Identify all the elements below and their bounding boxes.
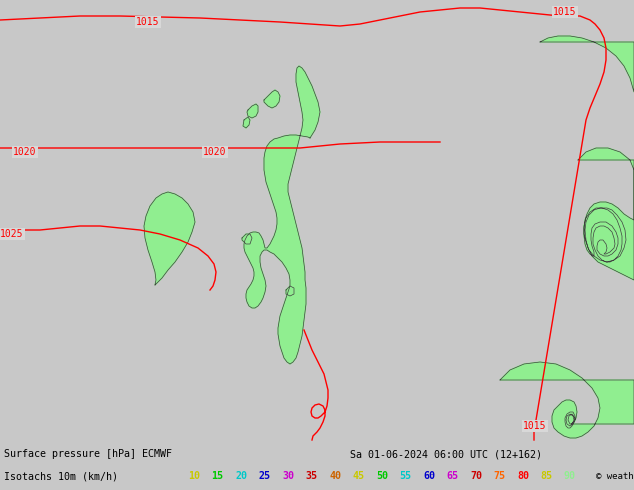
Text: 1020: 1020 [204, 147, 227, 157]
Text: 60: 60 [423, 471, 435, 481]
Text: Surface pressure [hPa] ECMWF: Surface pressure [hPa] ECMWF [4, 449, 172, 459]
Polygon shape [244, 66, 320, 364]
Text: 75: 75 [493, 471, 505, 481]
Polygon shape [500, 362, 634, 438]
Text: 45: 45 [353, 471, 365, 481]
Polygon shape [243, 117, 250, 128]
Text: 25: 25 [259, 471, 271, 481]
Polygon shape [264, 90, 280, 108]
Text: 1020: 1020 [13, 147, 37, 157]
Text: © weatheronline.co.uk: © weatheronline.co.uk [596, 471, 634, 481]
Polygon shape [144, 192, 195, 285]
Text: 20: 20 [235, 471, 247, 481]
Text: 65: 65 [446, 471, 458, 481]
Text: 70: 70 [470, 471, 482, 481]
Text: 90: 90 [564, 471, 576, 481]
Text: 1015: 1015 [523, 421, 547, 431]
Text: 35: 35 [306, 471, 318, 481]
Text: 1015: 1015 [553, 7, 577, 17]
Text: 80: 80 [517, 471, 529, 481]
Polygon shape [242, 234, 252, 244]
Text: Isotachs 10m (km/h): Isotachs 10m (km/h) [4, 471, 118, 481]
Text: 85: 85 [541, 471, 552, 481]
Polygon shape [578, 148, 634, 280]
Text: 10: 10 [188, 471, 200, 481]
Text: 30: 30 [282, 471, 294, 481]
Polygon shape [540, 36, 634, 92]
Bar [0, 442, 634, 490]
Text: 1015: 1015 [136, 17, 160, 27]
Text: Sa 01-06-2024 06:00 UTC (12+162): Sa 01-06-2024 06:00 UTC (12+162) [350, 449, 542, 459]
Text: 1025: 1025 [0, 229, 23, 239]
Polygon shape [247, 104, 258, 118]
Polygon shape [286, 286, 294, 296]
Text: 40: 40 [329, 471, 341, 481]
Text: 15: 15 [212, 471, 224, 481]
Text: 50: 50 [376, 471, 388, 481]
Text: 55: 55 [399, 471, 411, 481]
